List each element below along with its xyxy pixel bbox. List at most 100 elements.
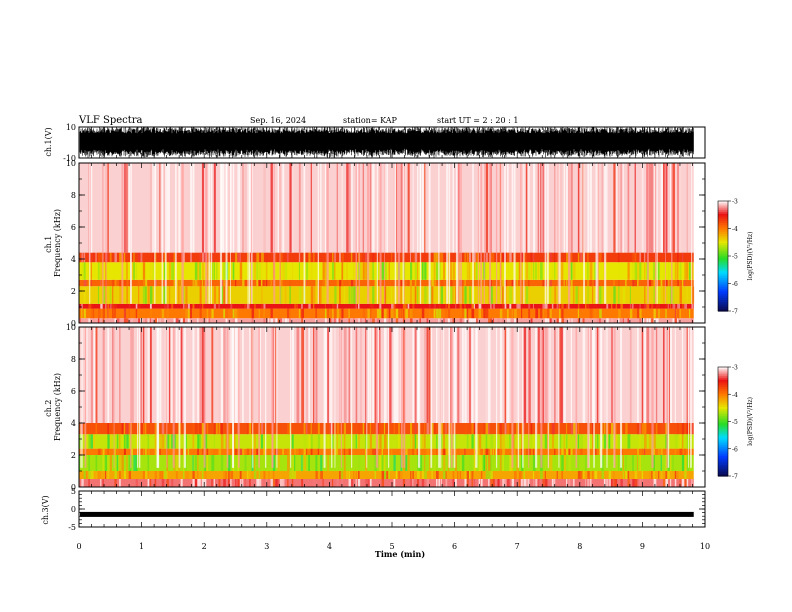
time-axis-label: Time (min) (375, 549, 425, 559)
spectrogram-cell (211, 163, 215, 253)
spectrogram-cell (365, 455, 368, 471)
spectrogram-cell (502, 279, 506, 287)
spectrogram-cell (459, 318, 463, 323)
spectrogram-cell (154, 448, 157, 455)
spectrogram-cell (296, 448, 299, 455)
spectrogram-cell (102, 286, 106, 304)
spectrogram-streak (558, 327, 560, 468)
spectrogram-streak (535, 327, 538, 468)
spectrogram-cell (566, 479, 568, 487)
spectrogram-cell (471, 318, 475, 323)
spectrogram-cell (670, 471, 673, 479)
spectrogram-cell (183, 471, 185, 479)
spectrogram-cell (114, 252, 117, 263)
spectrogram-cell (554, 252, 556, 263)
spectrogram-cell (648, 279, 652, 287)
spectrogram-cell (648, 318, 651, 323)
spectrogram-cell (502, 303, 504, 309)
colorbar-segment (718, 374, 728, 377)
colorbar-segment (718, 428, 728, 432)
spectrogram-cell (81, 308, 83, 319)
spectrogram-cell (305, 327, 309, 423)
spectrogram-cell (251, 318, 254, 323)
spectrogram-cell (313, 303, 315, 309)
spectrogram-cell (606, 423, 610, 435)
spectrogram-cell (95, 308, 97, 319)
spectrogram-cell (142, 327, 145, 423)
colorbar-segment (718, 234, 728, 237)
spectrogram-cell (433, 308, 436, 319)
spectrogram-streak (377, 327, 379, 468)
spectrogram-cell (646, 318, 649, 323)
spectrogram-cell (116, 448, 119, 455)
spectrogram-cell (412, 252, 416, 263)
spectrogram-cell (525, 286, 529, 304)
spectrogram-cell (161, 308, 165, 319)
spectrogram-cell (601, 286, 604, 304)
spectrogram-cell (603, 479, 606, 487)
spectrogram-cell (261, 252, 264, 263)
spectrogram-cell (480, 455, 483, 471)
spectrogram-cell (138, 279, 141, 287)
spectrogram-cell (568, 455, 572, 471)
spectrogram-streak (558, 163, 561, 304)
spectrogram-streak (397, 163, 401, 304)
spectrogram-cell (102, 327, 105, 423)
spectrogram-cell (615, 479, 618, 487)
spectrogram-cell (440, 423, 444, 435)
spectrogram-cell (242, 279, 245, 287)
spectrogram-cell (464, 279, 466, 287)
spectrogram-cell (450, 286, 453, 304)
spectrogram-cell (469, 479, 471, 487)
spectrogram-cell (197, 279, 200, 287)
spectrogram-cell (350, 286, 353, 304)
spectrogram-cell (391, 286, 393, 304)
spectrogram-cell (369, 479, 372, 487)
spectrogram-cell (197, 455, 199, 471)
spectrogram-cell (310, 308, 313, 319)
spectrogram-cell (329, 318, 332, 323)
spectrogram-cell (218, 327, 221, 423)
spectrogram-cell (308, 252, 311, 263)
spectrogram-cell (90, 308, 94, 319)
spectrogram-cell (168, 262, 171, 280)
spectrogram-cell (381, 455, 384, 471)
spectrogram-cell (454, 286, 457, 304)
spectrogram-cell (566, 303, 569, 309)
spectrogram-cell (589, 163, 592, 253)
spectrogram-cell (594, 448, 597, 455)
spectrogram-cell (554, 163, 556, 253)
spectrogram-cell (480, 479, 483, 487)
spectrogram-cell (577, 434, 580, 449)
spectrogram-cell (303, 434, 307, 449)
spectrogram-cell (201, 262, 204, 280)
spectrogram-cell (135, 308, 138, 319)
spectrogram-streak (89, 163, 91, 304)
colorbar-tick-label: -4 (732, 226, 738, 233)
spectrogram-cell (497, 318, 500, 323)
spectrogram-cell (532, 262, 535, 280)
spectrogram-cell (592, 286, 594, 304)
spectrogram-cell (147, 286, 150, 304)
colorbar-tick-label: -6 (732, 446, 738, 453)
spectrogram-cell (360, 262, 363, 280)
spectrogram-cell (320, 455, 323, 471)
spectrogram-cell (497, 423, 499, 435)
spectrogram-cell (644, 303, 647, 309)
spectrogram-cell (525, 262, 529, 280)
spectrogram-streak (226, 327, 229, 468)
spectrogram-cell (592, 471, 594, 479)
colorbar-segment (718, 279, 728, 283)
spectrogram-band (79, 252, 694, 263)
spectrogram-cell (263, 279, 265, 287)
spectrogram-cell (540, 471, 543, 479)
spectrogram-cell (298, 308, 301, 319)
spectrogram-cell (244, 303, 247, 309)
spectrogram-cell (454, 455, 457, 471)
spectrogram-cell (93, 308, 95, 319)
colorbar-segment (718, 421, 728, 424)
spectrogram-cell (566, 163, 568, 253)
spectrogram-streak (181, 163, 184, 304)
spectrogram-streak (691, 163, 693, 304)
spectrogram-cell (582, 318, 585, 323)
